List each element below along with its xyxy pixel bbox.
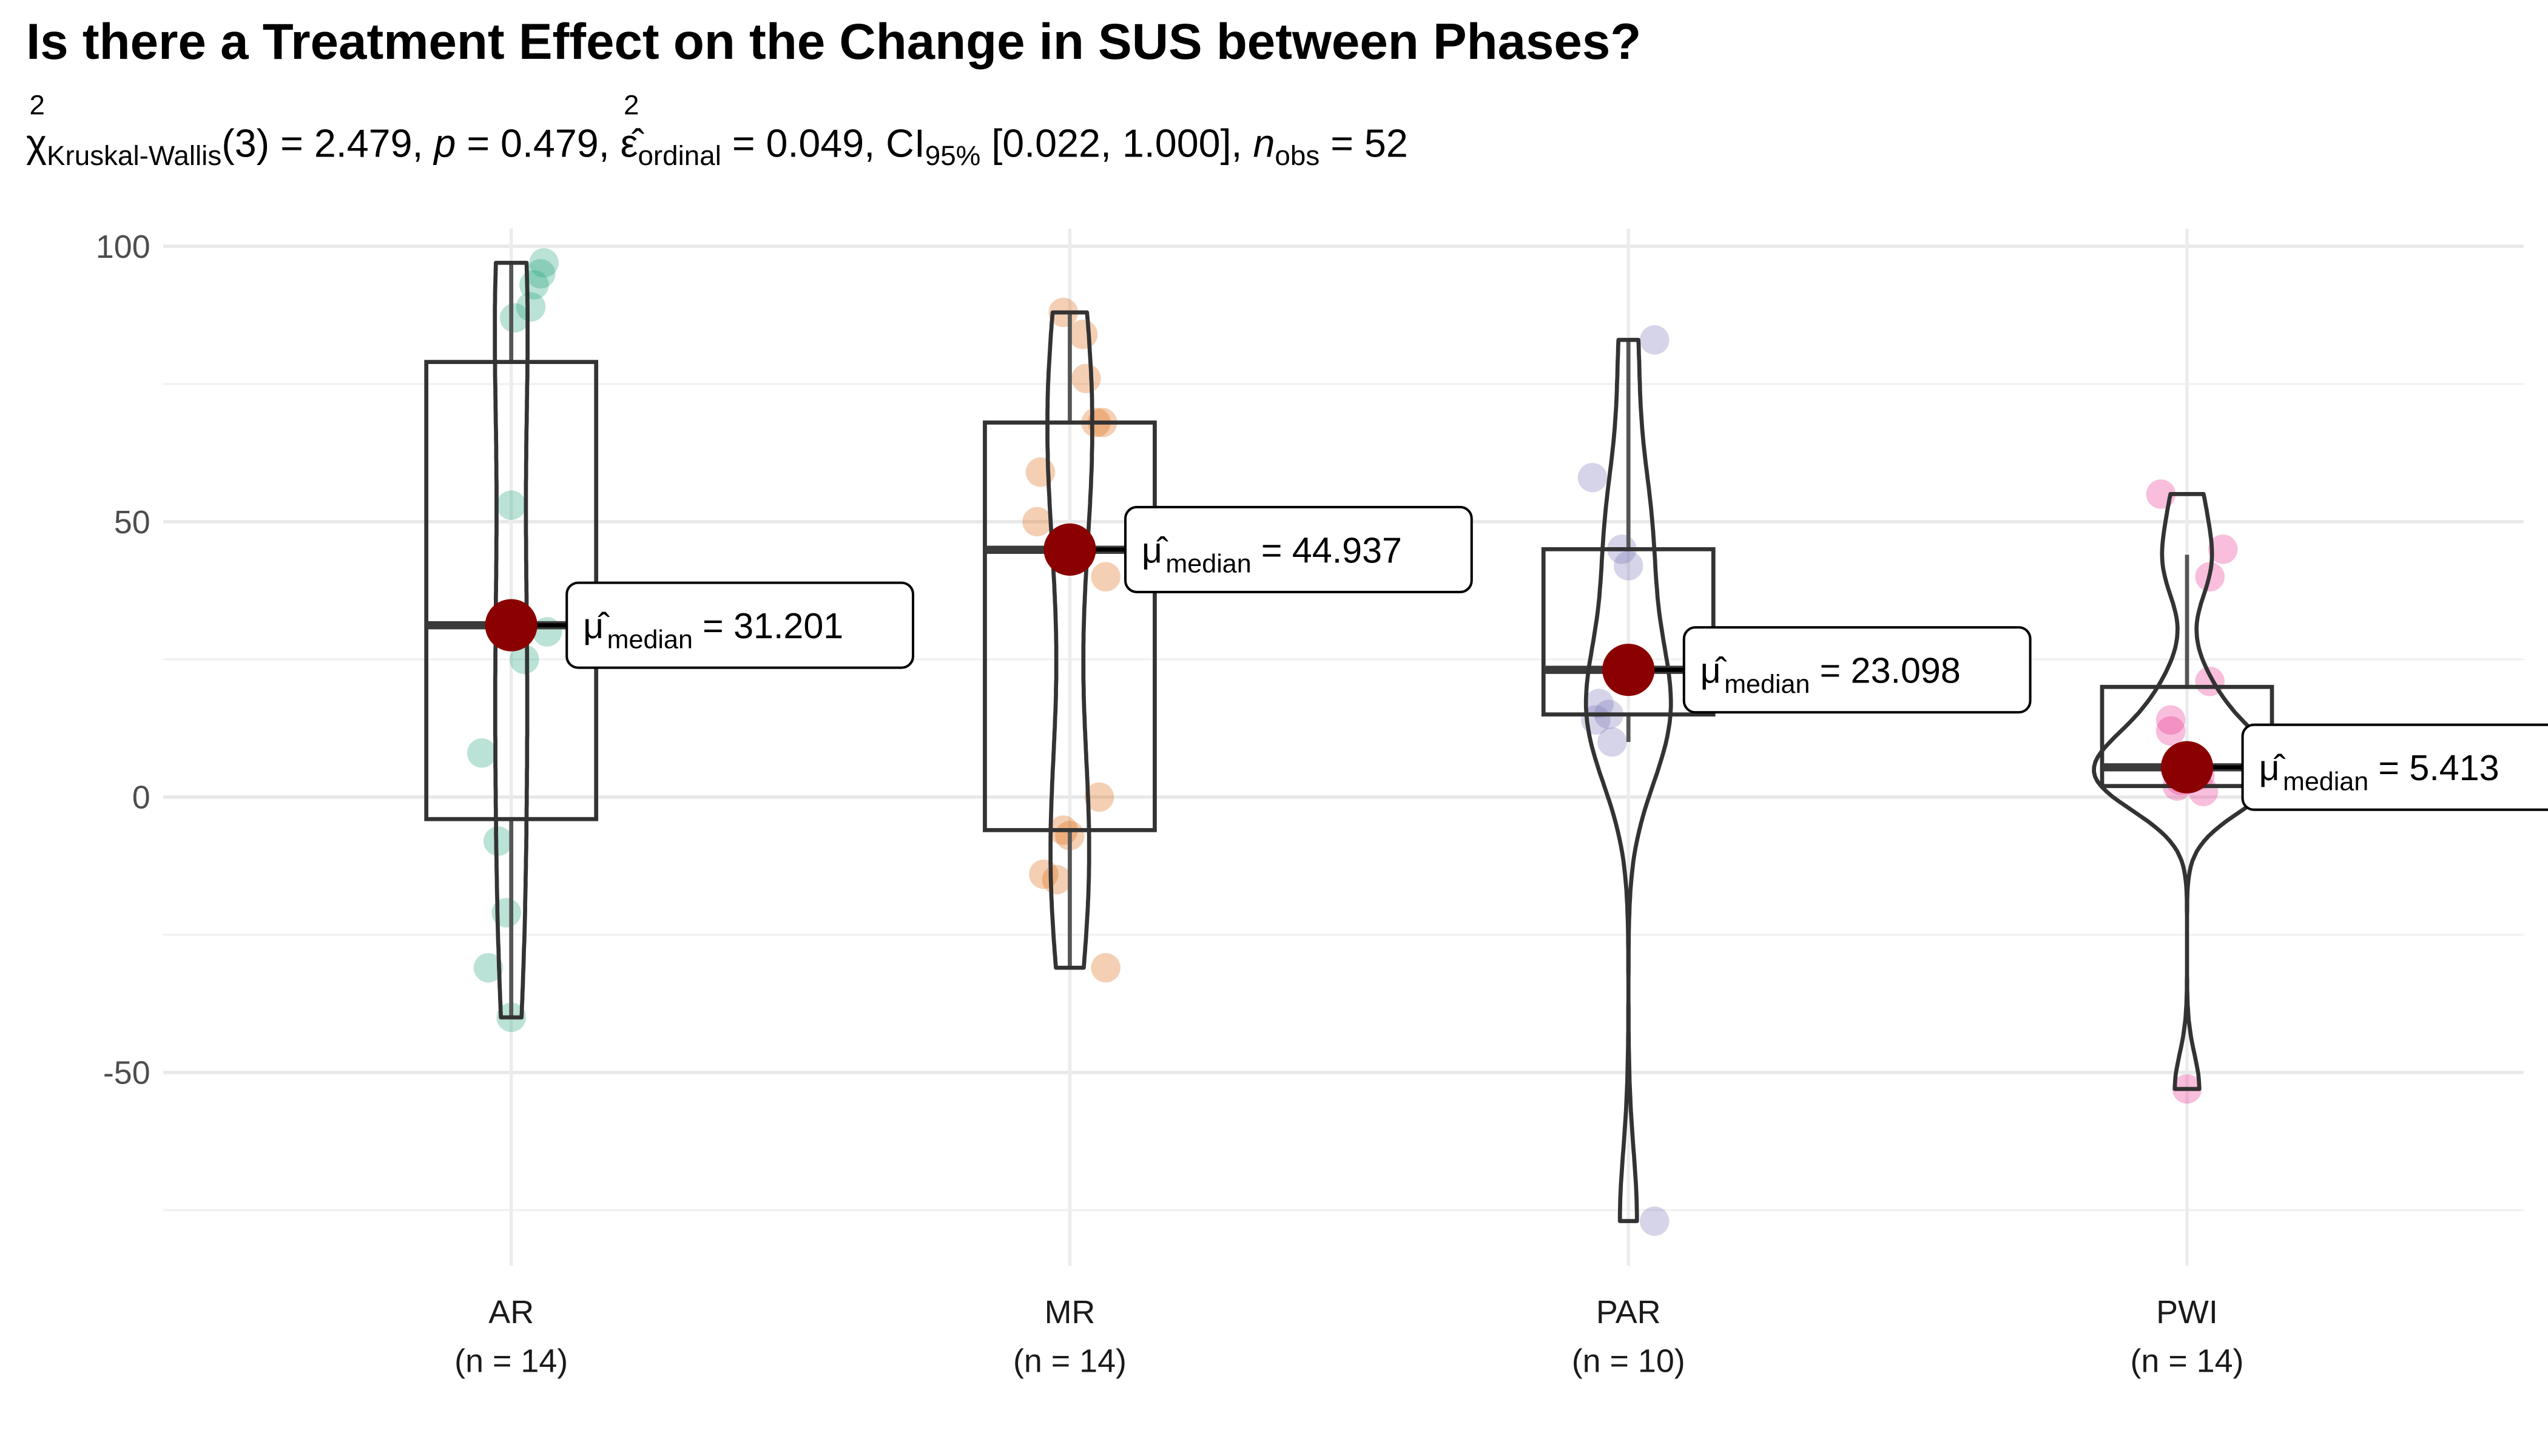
violin [2092,492,2282,1091]
ci-value: [0.022, 1.000], [980,122,1253,167]
data-point [2208,534,2238,564]
x-category-label: MR [1045,1294,1096,1330]
x-category-n-label: (n = 14) [1013,1343,1127,1380]
data-point [525,259,556,289]
stat-sup: 2 [29,90,45,121]
label-value: = 44.937 [1261,530,1402,570]
data-point [496,490,526,520]
violin [1583,337,1673,1224]
median-label: μ̂ median = 23.098 [1700,650,1961,699]
median-point [2160,741,2214,794]
label-sub: median [2283,767,2368,796]
stat-symbol-stack: 2 χKruskal-Wallis [26,92,221,180]
chart-subtitle: 2 χKruskal-Wallis (3) = 2.479, p = 0.479, … [26,92,1408,180]
median-label-box [565,581,915,669]
data-point [1022,507,1052,537]
data-point [1640,325,1670,355]
data-point [1042,864,1072,895]
data-point [1084,782,1114,812]
box [983,420,1157,832]
data-point [2155,716,2186,746]
eff-value: = 0.049, [721,122,886,167]
stat-symbol: χ [26,122,47,167]
data-point [516,292,546,322]
violin [493,260,530,1020]
eff-symbol: ε̂ [620,122,638,167]
data-point [1091,562,1121,592]
x-category-n-label: (n = 14) [454,1343,568,1380]
label-sub: median [1724,670,1810,699]
x-category-label: PWI [2156,1294,2218,1330]
data-point [467,738,497,768]
n-value: = 52 [1320,122,1408,167]
median-label-box [1124,505,1473,593]
median-point [1043,523,1096,576]
data-point [1071,363,1101,394]
x-category-n-label: (n = 10) [1572,1343,1685,1380]
label-value: = 31.201 [703,605,843,646]
p-value: = 0.479, [456,122,621,167]
y-tick-label: 100 [96,229,150,265]
x-category-n-label: (n = 14) [2130,1343,2243,1380]
label-sub: median [607,625,693,654]
median-label: μ̂ median = 31.201 [583,605,843,654]
n-label: n [1253,122,1275,167]
data-point [1597,727,1627,757]
data-point [1640,1206,1670,1236]
data-point [509,644,539,675]
median-label-box [2241,723,2548,811]
median-label-box [1682,626,2032,714]
median-point [1602,644,1655,696]
effsize-stack: 2 ε̂ordinal [621,92,721,180]
eff-sup: 2 [624,90,639,121]
y-tick-label: 50 [114,504,150,541]
n-sub: obs [1275,140,1320,172]
data-point [1613,551,1643,581]
ci-sub: 95% [925,140,981,172]
median-label: μ̂ median = 44.937 [1142,530,1402,578]
p-label: p [434,122,456,167]
label-sub: median [1165,550,1251,579]
data-point [1025,457,1056,487]
stat-value: (3) = 2.479, [221,122,434,167]
label-value: = 23.098 [1820,650,1961,691]
y-tick-label: 0 [132,780,150,816]
data-point [1068,320,1098,349]
data-point [529,248,559,278]
y-tick-label: -50 [103,1055,150,1091]
data-point [1584,689,1614,718]
data-point [2155,705,2186,735]
eff-sub: ordinal [638,140,721,172]
x-category-label: AR [488,1294,534,1330]
data-point [1091,953,1121,983]
chart-title: Is there a Treatment Effect on the Chang… [26,13,1642,70]
violin [1045,310,1094,970]
ci-label: CI [886,122,925,167]
data-point [473,953,504,983]
median-point [485,599,538,652]
label-value: = 5.413 [2378,747,2499,788]
median-label: μ̂ median = 5.413 [2259,747,2499,796]
stat-sub: Kruskal-Wallis [47,140,222,172]
data-point [499,303,530,333]
x-category-label: PAR [1596,1294,1661,1330]
data-point [1577,463,1608,493]
